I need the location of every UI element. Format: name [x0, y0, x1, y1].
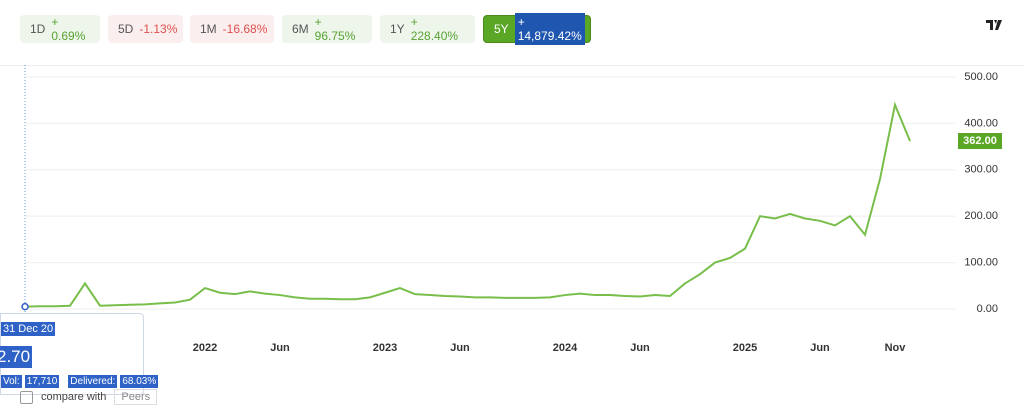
y-tick-label: 400.00 [964, 117, 998, 129]
period-change: + 14,879.42% [514, 13, 585, 45]
tip-date: 31 Dec 20 [1, 322, 56, 336]
del-label: Delivered: [68, 375, 118, 388]
vol-label: Vol: [1, 375, 22, 388]
period-label: 1Y [390, 22, 405, 36]
tip-stats: Vol: 17,710 Delivered: 68.03% [1, 375, 159, 388]
checkbox[interactable] [20, 390, 33, 404]
period-button[interactable]: 5D -1.13% [108, 15, 183, 43]
tip-price: 2.70 [0, 346, 33, 368]
last-price-label: 362.00 [963, 135, 997, 147]
period-change: + 96.75% [314, 15, 356, 43]
compare-label: compare with [41, 391, 107, 403]
x-tick-label: 2024 [553, 342, 578, 354]
period-label: 1D [30, 22, 46, 36]
period-label: 5D [118, 22, 134, 36]
period-button[interactable]: 6M + 96.75% [282, 15, 372, 43]
y-tick-label: 300.00 [964, 164, 998, 176]
compare: compare with Peers [20, 389, 158, 405]
y-tick-label: 500.00 [964, 71, 998, 83]
x-tick-label: Jun [630, 342, 650, 354]
period-button[interactable]: 1M -16.68% [190, 15, 274, 43]
del: 68.03% [120, 375, 159, 388]
x-tick-label: Jun [450, 342, 470, 354]
period-label: 1M [200, 22, 217, 36]
period-label: 6M [292, 22, 309, 36]
y-tick-label: 0.00 [977, 303, 998, 315]
peers-select[interactable]: Peers [114, 389, 158, 405]
period-change: + 228.40% [410, 15, 459, 43]
y-tick-label: 100.00 [964, 256, 998, 268]
tv-logo[interactable] [986, 18, 1004, 32]
last-price-box [958, 133, 1002, 150]
period-change: + 0.69% [51, 15, 86, 43]
period-button[interactable]: 5Y + 14,879.42% [483, 13, 591, 45]
period-label: 5Y [494, 22, 509, 36]
start-point [21, 302, 29, 311]
period-button[interactable]: 1D + 0.69% [20, 15, 100, 43]
x-tick-label: Jun [270, 342, 290, 354]
x-tick-label: 2025 [733, 342, 757, 354]
x-tick-label: 2023 [373, 342, 397, 354]
tooltip: 31 Dec 20 2.70 Vol: 17,710 Delivered: 68.0… [0, 313, 159, 395]
price-line [24, 101, 911, 308]
vol: 17,710 [24, 375, 60, 388]
x-tick-label: 2022 [193, 342, 217, 354]
period-change: -16.68% [222, 22, 268, 36]
x-tick-label: Nov [885, 342, 907, 354]
period-button[interactable]: 1Y + 228.40% [380, 15, 475, 43]
x-tick-label: Jun [810, 342, 830, 354]
y-tick-label: 200.00 [964, 210, 998, 222]
period-change: -1.13% [139, 22, 178, 36]
